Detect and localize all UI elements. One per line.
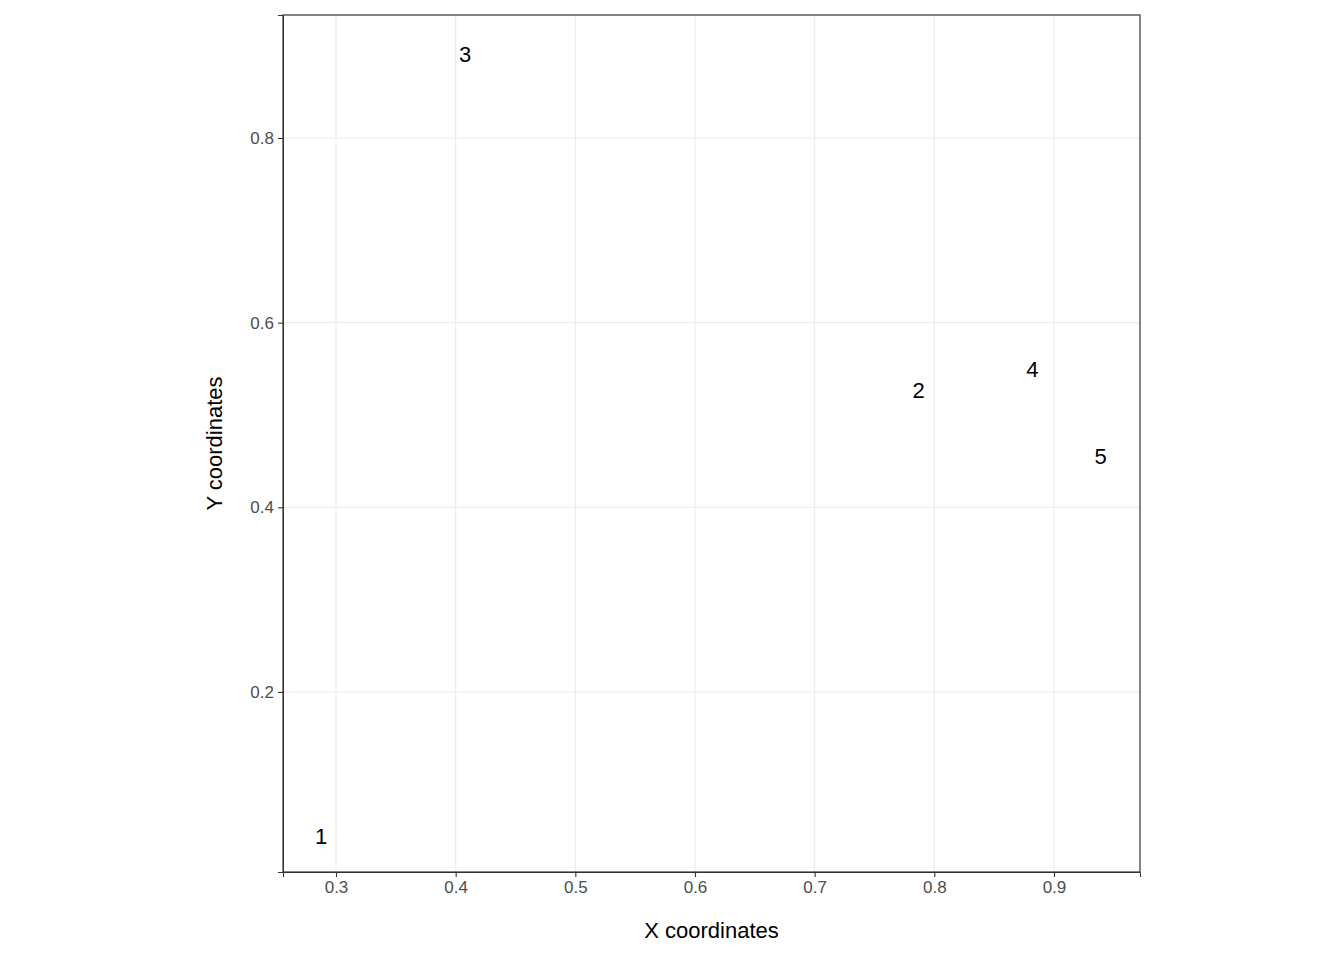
grid <box>283 15 1140 872</box>
tick: 0.6 <box>250 314 283 333</box>
point-label: 1 <box>315 824 327 849</box>
tick-mark <box>336 872 337 877</box>
tick-mark <box>278 138 283 139</box>
tick-mark <box>934 872 935 877</box>
grid-line <box>814 15 815 872</box>
grid-line <box>575 15 576 872</box>
tick-label: 0.7 <box>803 878 827 897</box>
tick: 0.7 <box>803 872 827 897</box>
tick-label: 0.6 <box>250 314 274 333</box>
tick-mark <box>575 872 576 877</box>
grid-line <box>283 322 1140 323</box>
grid-line <box>283 507 1140 508</box>
x-axis-title: X coordinates <box>644 918 779 943</box>
tick: 0.6 <box>684 872 708 897</box>
tick: 0.9 <box>1043 872 1067 897</box>
grid-line <box>694 15 695 872</box>
plot-background <box>283 15 1140 872</box>
tick-label: 0.9 <box>1043 878 1067 897</box>
tick-mark <box>815 872 816 877</box>
tick-label: 0.8 <box>250 129 274 148</box>
grid-line <box>335 15 336 872</box>
grid-line <box>283 691 1140 692</box>
tick-mark <box>695 872 696 877</box>
tick-label: 0.4 <box>444 878 468 897</box>
grid-line <box>283 137 1140 138</box>
tick-mark <box>1054 872 1055 877</box>
tick: 0.4 <box>250 498 283 517</box>
grid-line <box>1053 15 1054 872</box>
tick: 0.5 <box>564 872 588 897</box>
tick-label: 0.6 <box>684 878 708 897</box>
tick-label: 0.2 <box>250 683 274 702</box>
grid-line <box>455 15 456 872</box>
x-axis: 0.3 0.4 0.5 0.6 0.7 0.8 0.9 <box>284 872 1141 897</box>
axis-line <box>284 873 1141 878</box>
y-axis: 0.2 0.4 0.6 0.8 <box>250 16 283 873</box>
point-label: 5 <box>1095 444 1107 469</box>
tick-mark <box>456 872 457 877</box>
plot-frame <box>283 15 1140 872</box>
point-label: 3 <box>459 42 471 67</box>
tick: 0.3 <box>325 872 349 897</box>
tick-mark <box>278 323 283 324</box>
points: 1 2 3 4 5 <box>315 42 1107 849</box>
tick-label: 0.5 <box>564 878 588 897</box>
y-axis-title: Y coordinates <box>202 376 227 510</box>
tick: 0.8 <box>923 872 947 897</box>
tick-label: 0.4 <box>250 498 274 517</box>
tick: 0.4 <box>444 872 468 897</box>
point-label: 2 <box>913 378 925 403</box>
tick-mark <box>278 507 283 508</box>
grid-line <box>934 15 935 872</box>
point-label: 4 <box>1026 357 1038 382</box>
chart: 1 2 3 4 5 0.3 0.4 0.5 0.6 0.7 0.8 0.9 0.2 0.4 0.6 0.8 X … <box>0 0 1344 960</box>
tick-label: 0.3 <box>325 878 349 897</box>
tick-mark <box>278 692 283 693</box>
tick: 0.8 <box>250 129 283 148</box>
tick: 0.2 <box>250 683 283 702</box>
tick-label: 0.8 <box>923 878 947 897</box>
